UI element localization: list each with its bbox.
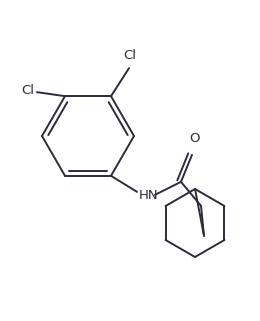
Text: O: O [190, 132, 200, 145]
Text: HN: HN [139, 189, 159, 202]
Text: Cl: Cl [124, 49, 136, 62]
Text: Cl: Cl [21, 84, 34, 97]
